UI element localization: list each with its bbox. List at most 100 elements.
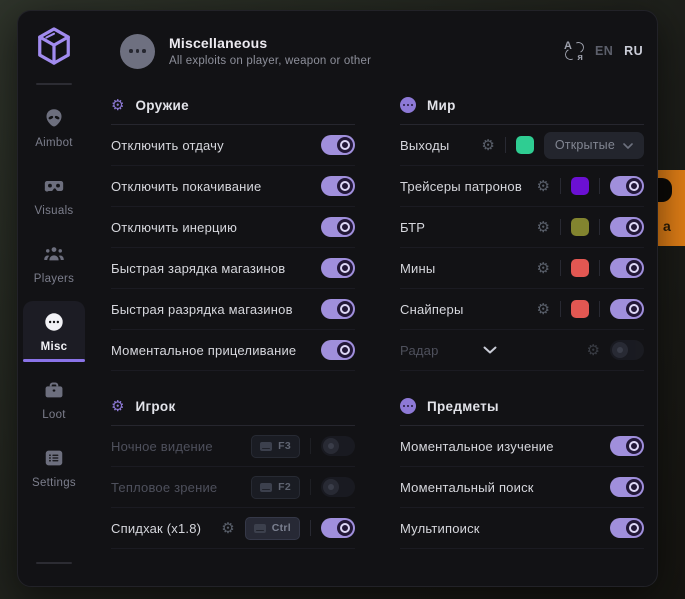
toggle-knob — [626, 219, 642, 235]
sidebar: Aimbot Visuals Players Misc Loot Settings — [18, 11, 90, 586]
toggle-off[interactable] — [609, 340, 644, 360]
toggle-on[interactable] — [610, 176, 644, 196]
toggle-on[interactable] — [321, 258, 355, 278]
toggle-off[interactable] — [321, 477, 355, 497]
toggle-on[interactable] — [610, 258, 644, 278]
language-option-ru[interactable]: RU — [624, 44, 643, 58]
row-controls: ⚙ — [537, 258, 644, 278]
setting-row: Мультипоиск — [400, 508, 644, 549]
section-title: Оружие — [135, 97, 189, 113]
sidebar-item-loot[interactable]: Loot — [23, 369, 85, 430]
chevron-down-icon[interactable] — [483, 346, 497, 354]
separator — [599, 260, 600, 276]
toggle-on[interactable] — [610, 518, 644, 538]
key-badge[interactable]: F2 — [251, 475, 300, 499]
section-world: Мир Выходы ⚙ Открытые Трейсеры патронов ⚙ БТР ⚙… — [400, 90, 644, 371]
row-controls: F3 — [251, 434, 355, 458]
key-badge[interactable]: F3 — [251, 434, 300, 458]
language-option-en[interactable]: EN — [594, 44, 614, 58]
section-divider — [400, 425, 644, 426]
setting-row: Трейсеры патронов ⚙ — [400, 166, 644, 207]
setting-row: Спидхак (x1.8) ⚙ Ctrl — [111, 508, 355, 549]
list-icon — [42, 446, 66, 470]
gear-icon[interactable]: ⚙ — [536, 259, 550, 277]
setting-row: Радар ⚙ — [400, 330, 644, 371]
row-controls: ⚙ — [537, 299, 644, 319]
dropdown[interactable]: Открытые — [543, 131, 644, 159]
color-swatch[interactable] — [515, 136, 534, 154]
sidebar-item-label: Loot — [42, 409, 66, 421]
toggle-knob — [626, 301, 642, 317]
section-header: ⚙ Игрок — [111, 391, 355, 421]
section-divider — [400, 124, 644, 125]
setting-row: Отключить инерцию — [111, 207, 355, 248]
toggle-on[interactable] — [321, 135, 355, 155]
cheat-menu-window: Aimbot Visuals Players Misc Loot Settings Mis… — [17, 10, 658, 587]
toggle-on[interactable] — [321, 340, 355, 360]
toggle-on[interactable] — [610, 299, 644, 319]
section-title: Мир — [427, 97, 456, 113]
section-items: Предметы Моментальное изучение Моментальны… — [400, 391, 644, 549]
separator — [599, 219, 600, 235]
setting-row: Снайперы ⚙ — [400, 289, 644, 330]
sidebar-item-misc[interactable]: Misc — [23, 301, 85, 362]
color-swatch[interactable] — [571, 218, 589, 236]
setting-label: Моментальное прицеливание — [111, 342, 297, 358]
gear-icon[interactable]: ⚙ — [481, 136, 495, 154]
sidebar-item-aimbot[interactable]: Aimbot — [23, 97, 85, 158]
setting-label: Выходы — [400, 137, 450, 153]
separator — [599, 301, 600, 317]
color-swatch[interactable] — [571, 259, 589, 277]
separator — [310, 479, 311, 495]
setting-row: БТР ⚙ — [400, 207, 644, 248]
sidebar-item-label: Aimbot — [35, 137, 73, 149]
row-controls — [321, 299, 355, 319]
toggle-knob — [626, 479, 642, 495]
toggle-on[interactable] — [321, 217, 355, 237]
gear-icon[interactable]: ⚙ — [536, 177, 550, 195]
toggle-knob — [337, 260, 353, 276]
setting-row: Моментальное прицеливание — [111, 330, 355, 371]
setting-label: Ночное видение — [111, 438, 213, 454]
keyboard-icon — [260, 441, 273, 451]
section-dots-icon — [400, 97, 416, 113]
color-swatch[interactable] — [571, 177, 589, 195]
row-controls: ⚙ Открытые — [481, 131, 644, 159]
toggle-on[interactable] — [610, 436, 644, 456]
key-badge[interactable]: Ctrl — [244, 516, 300, 540]
setting-row: Моментальный поиск — [400, 467, 644, 508]
toggle-off[interactable] — [321, 436, 355, 456]
gear-icon[interactable]: ⚙ — [221, 519, 235, 537]
setting-row: Ночное видение F3 — [111, 426, 355, 467]
setting-label: Мины — [400, 260, 436, 276]
separator — [504, 137, 506, 153]
sidebar-divider-bottom — [36, 562, 72, 564]
toggle-knob — [626, 438, 642, 454]
main-pane: Miscellaneous All exploits on player, we… — [90, 11, 657, 586]
toggle-knob — [337, 219, 353, 235]
setting-label: Мультипоиск — [400, 520, 480, 536]
section-divider — [111, 425, 355, 426]
background-glyph: a — [663, 218, 671, 234]
toggle-on[interactable] — [610, 477, 644, 497]
sidebar-item-players[interactable]: Players — [23, 233, 85, 294]
players-icon — [42, 242, 66, 266]
toggle-on[interactable] — [321, 176, 355, 196]
gear-icon[interactable]: ⚙ — [536, 218, 550, 236]
gear-icon[interactable]: ⚙ — [586, 341, 600, 359]
toggle-on[interactable] — [321, 518, 355, 538]
toggle-knob — [337, 178, 353, 194]
setting-label: БТР — [400, 219, 426, 235]
gear-icon[interactable]: ⚙ — [536, 300, 550, 318]
toggle-on[interactable] — [321, 299, 355, 319]
toggle-on[interactable] — [610, 217, 644, 237]
setting-label: Быстрая зарядка магазинов — [111, 260, 286, 276]
toggle-knob — [337, 520, 353, 536]
setting-row: Отключить отдачу — [111, 125, 355, 166]
setting-label: Спидхак (x1.8) — [111, 520, 202, 536]
setting-label: Отключить инерцию — [111, 219, 238, 235]
color-swatch[interactable] — [571, 300, 589, 318]
setting-label: Моментальный поиск — [400, 479, 534, 495]
sidebar-item-settings[interactable]: Settings — [23, 437, 85, 498]
sidebar-item-visuals[interactable]: Visuals — [23, 165, 85, 226]
